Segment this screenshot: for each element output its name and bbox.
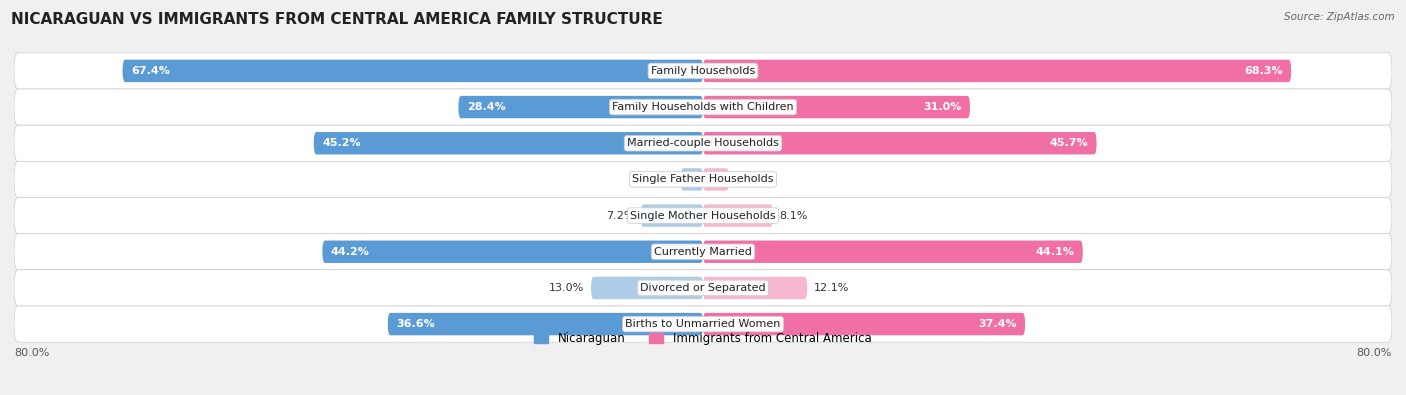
- Text: Family Households with Children: Family Households with Children: [612, 102, 794, 112]
- Text: 8.1%: 8.1%: [780, 211, 808, 220]
- Text: Single Mother Households: Single Mother Households: [630, 211, 776, 220]
- Text: Currently Married: Currently Married: [654, 247, 752, 257]
- FancyBboxPatch shape: [703, 96, 970, 118]
- Text: 44.2%: 44.2%: [330, 247, 370, 257]
- FancyBboxPatch shape: [591, 277, 703, 299]
- Text: Single Father Households: Single Father Households: [633, 175, 773, 184]
- FancyBboxPatch shape: [14, 53, 1392, 89]
- Text: 37.4%: 37.4%: [977, 319, 1017, 329]
- FancyBboxPatch shape: [703, 241, 1083, 263]
- Text: 3.0%: 3.0%: [735, 175, 763, 184]
- Text: 7.2%: 7.2%: [606, 211, 634, 220]
- FancyBboxPatch shape: [14, 125, 1392, 161]
- Text: 36.6%: 36.6%: [396, 319, 436, 329]
- Text: Source: ZipAtlas.com: Source: ZipAtlas.com: [1284, 12, 1395, 22]
- Text: 67.4%: 67.4%: [131, 66, 170, 76]
- FancyBboxPatch shape: [681, 168, 703, 191]
- FancyBboxPatch shape: [703, 60, 1291, 82]
- FancyBboxPatch shape: [14, 234, 1392, 270]
- Text: 80.0%: 80.0%: [1357, 348, 1392, 357]
- FancyBboxPatch shape: [703, 313, 1025, 335]
- FancyBboxPatch shape: [703, 168, 728, 191]
- FancyBboxPatch shape: [14, 89, 1392, 125]
- FancyBboxPatch shape: [322, 241, 703, 263]
- FancyBboxPatch shape: [14, 270, 1392, 306]
- Text: 80.0%: 80.0%: [14, 348, 49, 357]
- Legend: Nicaraguan, Immigrants from Central America: Nicaraguan, Immigrants from Central Amer…: [534, 332, 872, 345]
- FancyBboxPatch shape: [703, 132, 1097, 154]
- FancyBboxPatch shape: [14, 198, 1392, 234]
- Text: 45.2%: 45.2%: [322, 138, 361, 148]
- Text: 44.1%: 44.1%: [1035, 247, 1074, 257]
- Text: NICARAGUAN VS IMMIGRANTS FROM CENTRAL AMERICA FAMILY STRUCTURE: NICARAGUAN VS IMMIGRANTS FROM CENTRAL AM…: [11, 12, 664, 27]
- Text: Births to Unmarried Women: Births to Unmarried Women: [626, 319, 780, 329]
- FancyBboxPatch shape: [122, 60, 703, 82]
- Text: 28.4%: 28.4%: [467, 102, 506, 112]
- FancyBboxPatch shape: [458, 96, 703, 118]
- FancyBboxPatch shape: [703, 277, 807, 299]
- Text: 45.7%: 45.7%: [1049, 138, 1088, 148]
- FancyBboxPatch shape: [14, 306, 1392, 342]
- FancyBboxPatch shape: [314, 132, 703, 154]
- Text: 13.0%: 13.0%: [548, 283, 583, 293]
- FancyBboxPatch shape: [14, 161, 1392, 198]
- Text: 31.0%: 31.0%: [922, 102, 962, 112]
- Text: Family Households: Family Households: [651, 66, 755, 76]
- Text: Divorced or Separated: Divorced or Separated: [640, 283, 766, 293]
- FancyBboxPatch shape: [388, 313, 703, 335]
- Text: 68.3%: 68.3%: [1244, 66, 1282, 76]
- Text: Married-couple Households: Married-couple Households: [627, 138, 779, 148]
- FancyBboxPatch shape: [641, 204, 703, 227]
- Text: 2.6%: 2.6%: [645, 175, 673, 184]
- FancyBboxPatch shape: [703, 204, 773, 227]
- Text: 12.1%: 12.1%: [814, 283, 849, 293]
